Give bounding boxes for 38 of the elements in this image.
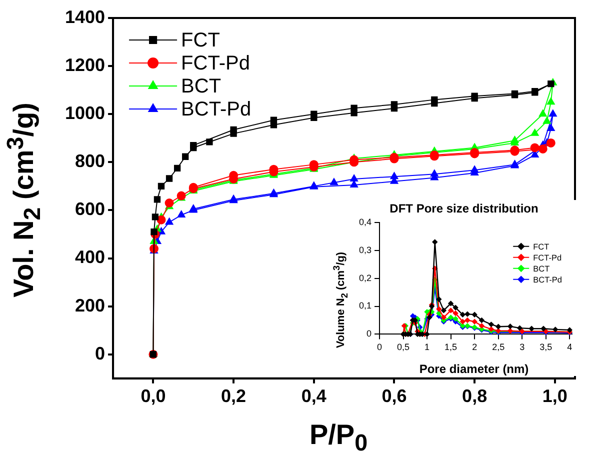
x-tick-label: 0,0 — [140, 386, 166, 406]
x-tick-label: 4 — [567, 342, 572, 352]
legend-label: BCT — [533, 264, 550, 274]
legend-label: FCT-Pd — [533, 254, 562, 263]
y-tick-label: 800 — [74, 151, 106, 172]
x-tick-label: 3,5 — [540, 342, 552, 352]
y-tick-label: 400 — [74, 247, 106, 268]
x-tick-label: 3 — [520, 342, 525, 352]
y-tick-label: 0,1 — [358, 300, 372, 311]
x-axis-title: P/P$_{0}$ — [309, 419, 368, 456]
legend-label: BCT-Pd — [533, 276, 562, 285]
x-tick-label: 0,5 — [397, 342, 410, 352]
x-tick-label: 0 — [377, 342, 382, 352]
legend-label: FCT — [181, 30, 220, 52]
x-tick-label: 1,5 — [444, 342, 458, 352]
x-tick-label: 0,8 — [462, 386, 488, 406]
legend-label: FCT-Pd — [181, 52, 250, 75]
legend-label: BCT-Pd — [181, 98, 252, 121]
x-axis-title: Pore diameter (nm) — [419, 362, 529, 376]
x-tick-label: 1 — [424, 342, 430, 352]
legend-label: FCT — [533, 242, 550, 252]
y-tick-label: 0 — [366, 328, 372, 339]
x-tick-label: 2 — [472, 342, 478, 352]
y-tick-label: 1000 — [64, 103, 106, 124]
y-tick-label: 200 — [74, 295, 106, 316]
x-tick-label: 0,6 — [382, 386, 407, 406]
y-tick-label: 600 — [74, 199, 106, 220]
y-tick-label: 0,4 — [358, 216, 372, 227]
y-tick-label: 0,3 — [358, 244, 372, 255]
x-tick-label: 0,4 — [301, 386, 326, 406]
chart-title: DFT Pore size distribution — [390, 202, 538, 216]
y-tick-label: 0,2 — [358, 272, 372, 283]
y-tick-label: 1200 — [64, 55, 106, 76]
x-tick-label: 2,5 — [492, 342, 505, 352]
x-tick-label: 0,2 — [221, 386, 246, 406]
y-tick-label: 1400 — [64, 6, 106, 27]
legend-label: BCT — [181, 76, 222, 98]
x-tick-label: 1,0 — [542, 386, 568, 406]
